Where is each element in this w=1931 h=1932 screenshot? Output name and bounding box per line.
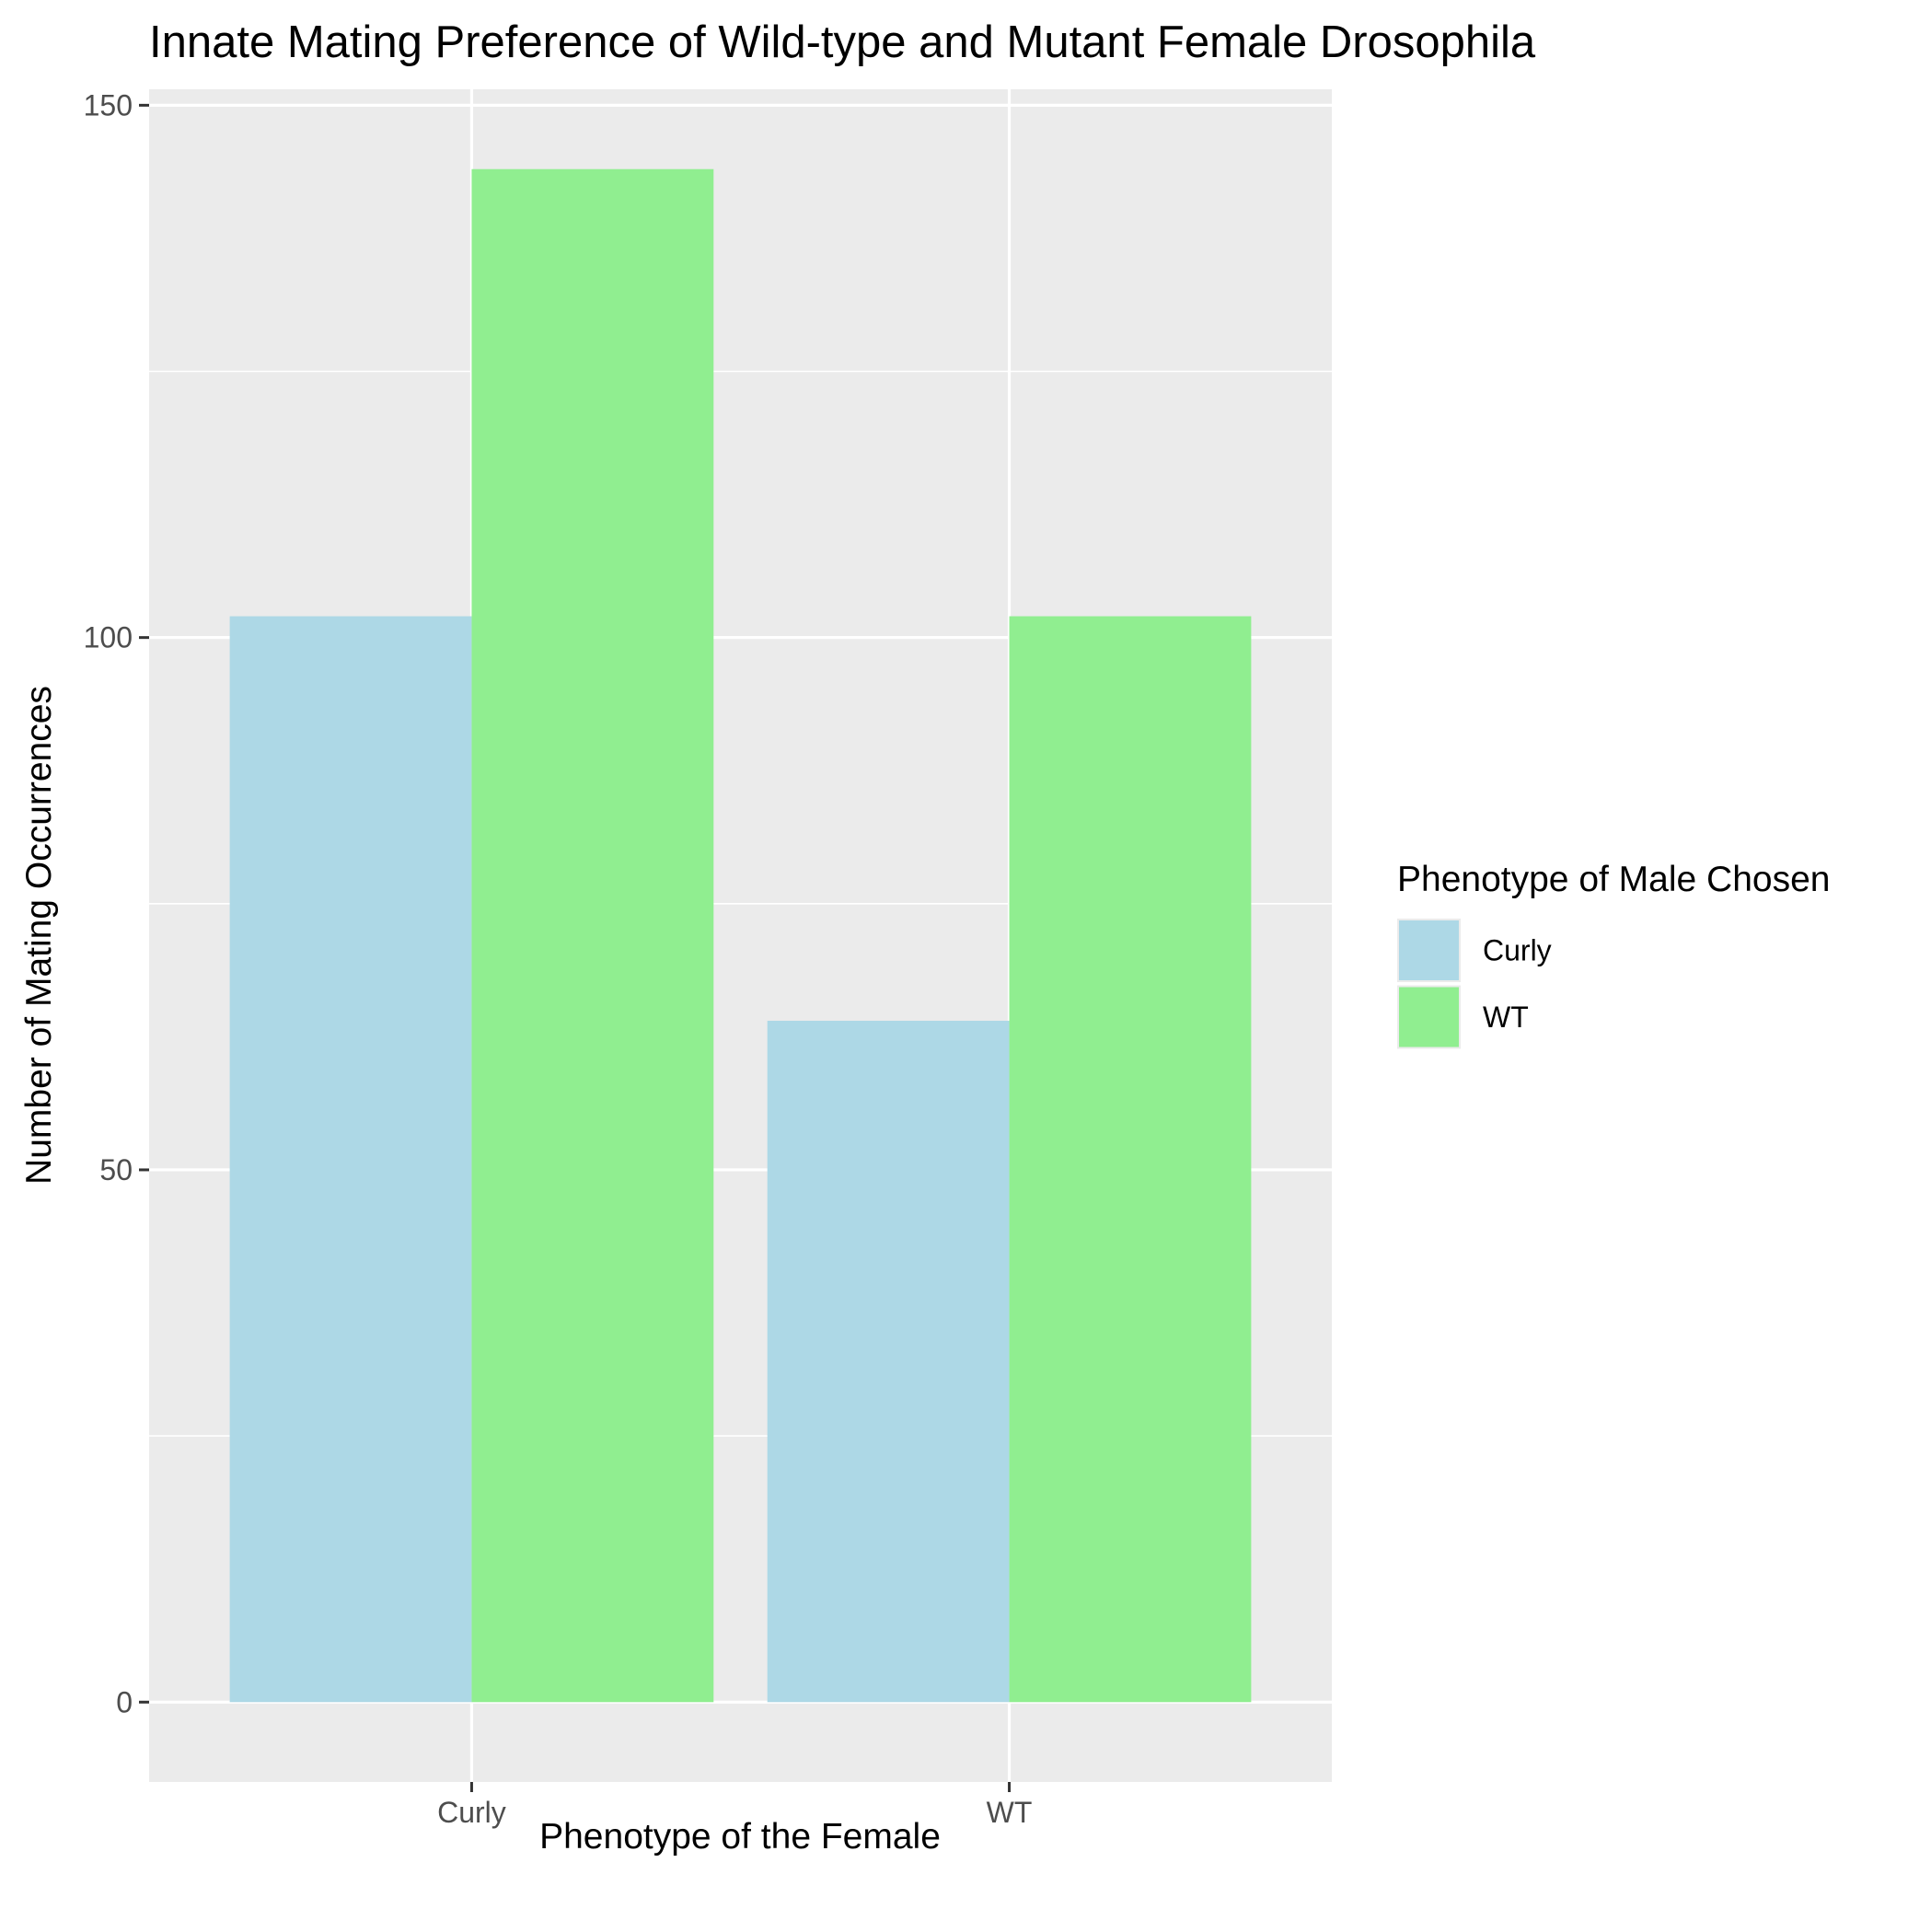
- y-axis-label: Number of Mating Occurrences: [19, 686, 59, 1185]
- chart-title: Innate Mating Preference of Wild-type an…: [149, 17, 1536, 67]
- x-axis-label: Phenotype of the Female: [539, 1817, 941, 1857]
- bar-curly-wt: [767, 1021, 1010, 1703]
- legend-key-wt: [1399, 987, 1459, 1047]
- x-tick-label: WT: [987, 1796, 1033, 1829]
- axis-ticks-layer: 0 50 100 150 Curly WT: [84, 88, 1033, 1829]
- y-tick-label: 100: [84, 621, 133, 654]
- bar-curly-curly: [229, 616, 472, 1703]
- legend: Phenotype of Male Chosen Curly WT: [1397, 860, 1830, 1049]
- legend-title: Phenotype of Male Chosen: [1397, 860, 1830, 899]
- legend-label-curly: Curly: [1483, 934, 1552, 967]
- bars-layer: [229, 168, 1252, 1703]
- y-tick-label: 150: [84, 88, 133, 121]
- x-tick-label: Curly: [437, 1796, 506, 1829]
- legend-items: Curly WT: [1397, 919, 1552, 1049]
- bar-wt-wt: [1009, 616, 1252, 1703]
- y-tick-label: 50: [99, 1153, 133, 1186]
- legend-label-wt: WT: [1483, 1001, 1529, 1034]
- legend-key-curly: [1399, 920, 1459, 980]
- y-tick-label: 0: [116, 1685, 133, 1718]
- bar-wt-curly: [471, 168, 714, 1703]
